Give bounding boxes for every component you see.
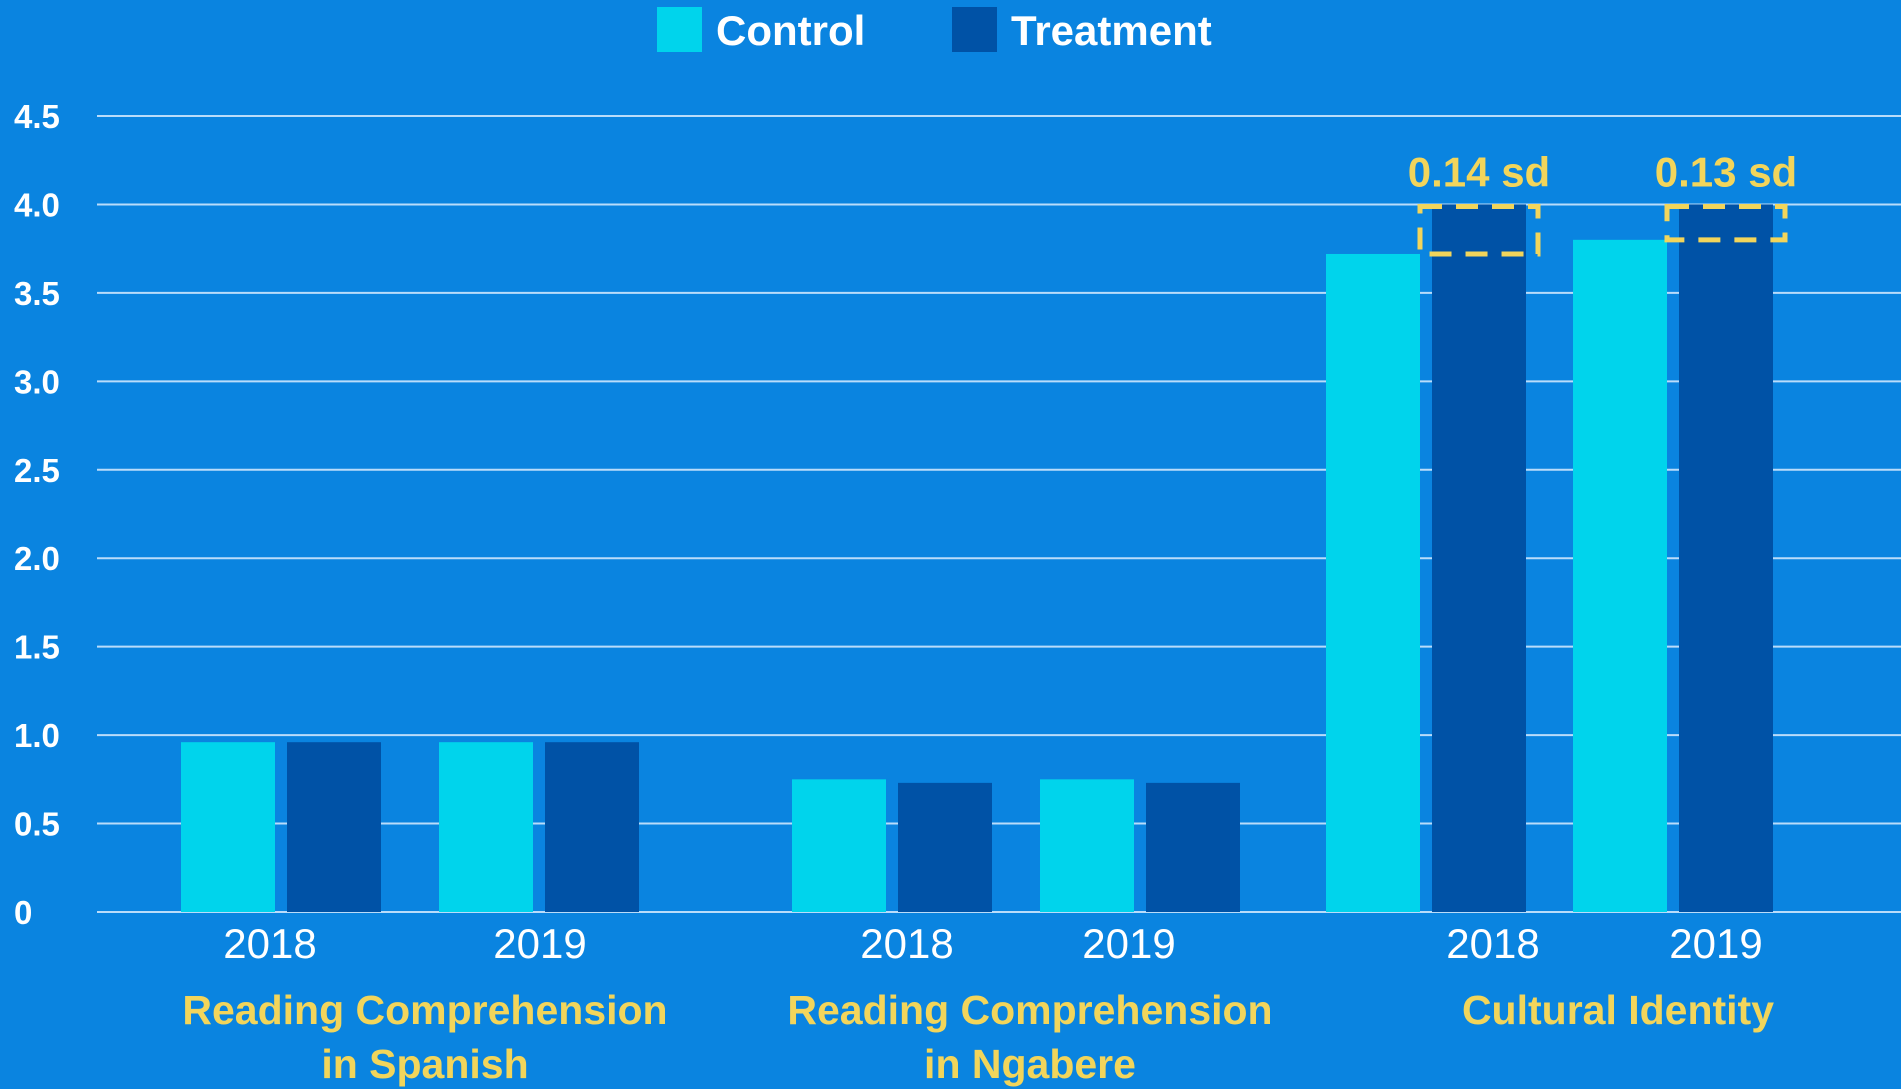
annotations: 0.14 sd 0.13 sd [1408, 148, 1797, 257]
control-bar [1040, 779, 1134, 912]
y-tick-label: 1.0 [14, 717, 60, 754]
y-axis-ticks: 0 0.5 1.0 1.5 2.0 2.5 3.0 3.5 4.0 4.5 [14, 98, 60, 931]
year-label: 2018 [1446, 920, 1539, 967]
y-tick-label: 3.5 [14, 275, 60, 312]
treatment-bar [287, 742, 381, 912]
control-bar [1326, 253, 1420, 912]
control-bar [1573, 239, 1667, 913]
control-bar [439, 742, 533, 912]
effect-size-label: 0.14 sd [1408, 148, 1550, 195]
y-tick-label: 2.5 [14, 452, 60, 489]
x-axis-labels: 2018 2019 2018 2019 2018 2019 Reading Comprehe… [182, 920, 1774, 1087]
legend: Control Treatment [657, 7, 1212, 54]
grid-lines [97, 115, 1901, 913]
group-label: in Ngabere [924, 1041, 1136, 1087]
control-bar [792, 779, 886, 912]
group-label: Reading Comprehension [787, 987, 1272, 1033]
group-label: Reading Comprehension [182, 987, 667, 1033]
treatment-legend-label: Treatment [1011, 7, 1212, 54]
year-label: 2018 [223, 920, 316, 967]
y-tick-label: 2.0 [14, 540, 60, 577]
group-label: Cultural Identity [1462, 987, 1774, 1033]
year-label: 2019 [1082, 920, 1175, 967]
y-tick-label: 3.0 [14, 363, 60, 400]
treatment-legend-swatch [952, 7, 997, 52]
control-bar [181, 742, 275, 912]
y-tick-label: 4.0 [14, 186, 60, 223]
treatment-bar [1679, 204, 1773, 912]
year-label: 2019 [1669, 920, 1762, 967]
treatment-bar [545, 742, 639, 912]
bars [181, 204, 1773, 913]
y-tick-label: 4.5 [14, 98, 60, 135]
y-tick-label: 0.5 [14, 806, 60, 843]
treatment-bar [1146, 782, 1240, 912]
treatment-bar [1432, 204, 1526, 912]
y-tick-label: 1.5 [14, 629, 60, 666]
control-legend-swatch [657, 7, 702, 52]
control-legend-label: Control [716, 7, 865, 54]
y-tick-label: 0 [14, 894, 32, 931]
group-label: in Spanish [321, 1041, 528, 1087]
year-label: 2019 [493, 920, 586, 967]
year-label: 2018 [860, 920, 953, 967]
effect-size-box [1417, 203, 1541, 257]
treatment-bar [898, 782, 992, 912]
effect-size-label: 0.13 sd [1655, 148, 1797, 195]
